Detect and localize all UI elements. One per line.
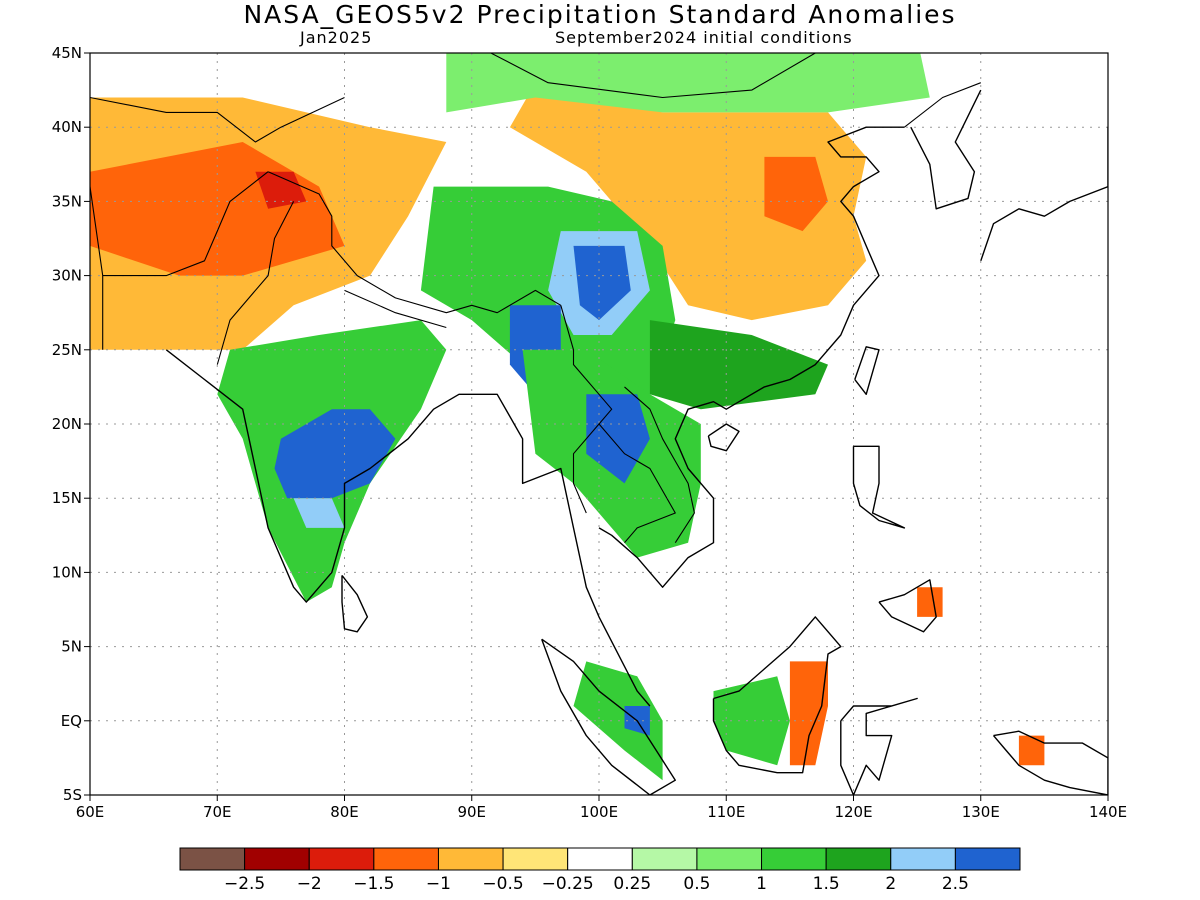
colorbar-swatch	[567, 847, 633, 871]
y-tick-label: 5N	[61, 638, 82, 656]
coastline-korea	[910, 89, 982, 210]
colorbar-swatch	[954, 847, 1021, 871]
colorbar-swatch	[244, 847, 310, 871]
forecast-month: Jan2025	[300, 28, 373, 47]
colorbar-label: −2.5	[224, 874, 265, 894]
border-pakistan-india	[216, 201, 295, 365]
coastline-taiwan	[854, 346, 880, 395]
border-central-asia	[90, 96, 345, 143]
coastline-new-guinea	[992, 730, 1108, 795]
colorbar-label: 1.5	[813, 874, 840, 894]
x-tick-label: 100E	[580, 803, 618, 821]
coastlines	[90, 53, 1108, 795]
y-tick-label: EQ	[61, 712, 82, 730]
region-new-guinea-dry	[1018, 735, 1045, 766]
y-tick-label: 5S	[63, 786, 82, 804]
x-tick-label: 140E	[1089, 803, 1127, 821]
region-mongolia-wet	[446, 53, 930, 113]
border-china-india	[267, 171, 562, 314]
x-tick-label: 90E	[457, 803, 486, 821]
colorbar-swatch	[825, 847, 892, 871]
border-myanmar-east	[560, 305, 613, 514]
coastline-borneo	[712, 616, 842, 774]
border-iran-afghan	[90, 186, 104, 350]
y-tick-label: 25N	[52, 341, 82, 359]
border-thai-cambodia	[598, 423, 676, 544]
border-laos-vietnam	[624, 386, 695, 543]
colorbar-swatch	[502, 847, 569, 871]
coastline-sri-lanka	[341, 574, 369, 633]
colorbar-swatch	[761, 847, 827, 871]
y-tick-label: 10N	[52, 563, 82, 581]
border-pakistan-afghan	[102, 171, 269, 277]
coastline-sumatra	[541, 638, 676, 795]
colorbar-label: 0.5	[683, 874, 710, 894]
region-south-china-wet	[649, 320, 828, 410]
border-china-korea	[904, 82, 981, 128]
x-tick-label: 80E	[330, 803, 359, 821]
region-borneo-dry	[789, 661, 828, 766]
gridlines	[90, 53, 1108, 795]
region-kashmir-deficit	[255, 171, 307, 209]
colorbar-label: −1.5	[353, 874, 394, 894]
initial-conditions-label: September2024 initial conditions	[555, 28, 853, 47]
colorbar-label: −0.25	[542, 874, 594, 894]
y-tick-label: 15N	[52, 489, 82, 507]
y-tick-label: 30N	[52, 267, 82, 285]
colorbar-swatch	[696, 847, 763, 871]
y-tick-label: 35N	[52, 192, 82, 210]
y-tick-label: 45N	[52, 44, 82, 62]
colorbar-label: 2.5	[942, 874, 969, 894]
x-tick-label: 60E	[76, 803, 105, 821]
colorbar-label: 0.25	[613, 874, 651, 894]
coastline-luzon	[852, 445, 906, 529]
coastline-sulawesi	[840, 697, 918, 795]
region-india-light	[293, 498, 345, 528]
colorbar-label: −0.5	[482, 874, 523, 894]
axis-ticks: 60E 70E 80E 90E 100E 110E 120E 130E 140E 45N 40N 35…	[52, 44, 1127, 821]
region-laos-heavy	[586, 394, 650, 484]
colorbar-swatch	[308, 847, 375, 871]
map-title: NASA_GEOS5v2 Precipitation Standard Anom…	[243, 0, 957, 29]
y-tick-label: 20N	[52, 415, 82, 433]
colorbar-label: −2	[297, 874, 322, 894]
colorbar-label: 2	[885, 874, 896, 894]
x-tick-label: 130E	[962, 803, 1000, 821]
colorbar-swatch	[631, 847, 698, 871]
colorbar-swatch	[437, 847, 504, 871]
region-mindanao-dry	[917, 587, 943, 617]
x-tick-label: 70E	[203, 803, 232, 821]
region-north-china-core	[764, 156, 828, 232]
x-tick-label: 110E	[707, 803, 745, 821]
border-nepal-south	[344, 289, 447, 329]
colorbar-swatch	[179, 847, 246, 871]
colorbar-swatch	[373, 847, 439, 871]
x-tick-label: 120E	[834, 803, 872, 821]
coastline-japan	[980, 125, 1108, 262]
region-sichuan-heavy	[573, 245, 631, 321]
coastline-mindanao	[878, 579, 937, 633]
coastline-hainan	[707, 423, 740, 452]
coastline-india-coast	[165, 349, 651, 707]
colorbar-label: −1	[426, 874, 451, 894]
coastline-indochina-coast	[598, 126, 905, 588]
region-borneo-wet	[713, 676, 790, 766]
region-india-heavy	[274, 409, 396, 499]
colorbar: −2.5 −2 −1.5 −1 −0.5 −0.25 0.25 0.5 1 1.5 2 2.5	[179, 847, 1021, 894]
colorbar-label: 1	[756, 874, 767, 894]
y-tick-label: 40N	[52, 118, 82, 136]
border-china-mongolia	[344, 53, 817, 99]
colorbar-swatch	[890, 847, 956, 871]
